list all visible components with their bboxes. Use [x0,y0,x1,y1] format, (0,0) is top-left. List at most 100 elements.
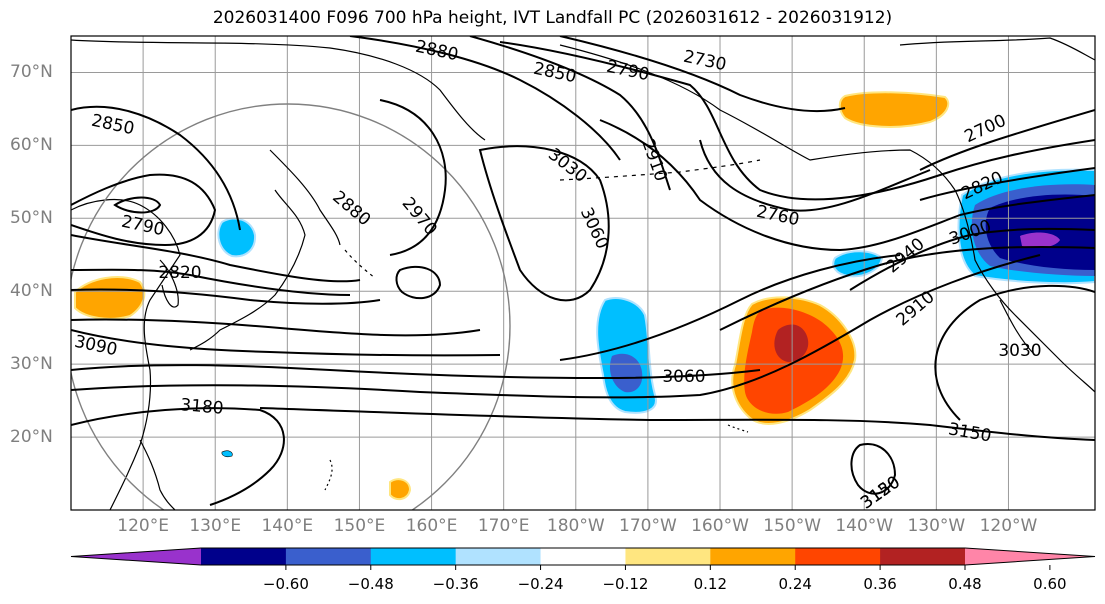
contour-3000 [71,245,1095,337]
contour-3090 [71,254,1041,399]
colorbar-extend-low [71,548,201,565]
colorbar-tick-label: −0.60 [262,575,309,593]
longitude-label: 140°W [835,516,894,536]
coast-east-asia [71,199,181,510]
longitude-label: 130°E [189,516,242,536]
latitude-label: 70°N [10,62,53,83]
coastline-layer [71,37,1095,510]
contour-2790b [113,196,162,214]
coast-kurils [344,249,376,279]
colorbar-segment [795,548,881,565]
shade-orange-small [389,478,412,501]
longitude-label: 160°E [405,516,458,536]
contour-2730 [559,36,846,113]
contour-2760 [699,139,931,212]
contour-3150b [259,407,1095,441]
colorbar [70,547,1096,570]
colorbar-segment [710,548,796,565]
contour-3180 [934,284,1095,421]
contour-2940 [71,227,1095,305]
coast-hawaii [727,424,749,433]
colorbar-tick-label: 0.36 [863,575,897,593]
contour-label: 3180 [179,395,224,419]
height-contours [71,36,1095,506]
colorbar-segment [370,548,457,565]
colorbar-tick-label: −0.48 [347,575,394,593]
contour-3030a [478,145,610,302]
contour-3120 [850,443,897,495]
contour-2910a [599,119,1095,252]
colorbar-segment [880,548,966,565]
latitude-label: 20°N [10,427,53,448]
shade-cyan-tiny [221,450,233,458]
contour-2820a [71,173,217,247]
contour-2910b [71,268,351,296]
shade-darkblue-west-coast [985,194,1095,270]
colorbar-segment [625,548,711,565]
coast-aleutians [559,159,761,181]
shade-cyan-mid-pacific [832,250,884,278]
coast-pacific-islands [324,459,333,491]
colorbar-outline [70,547,1096,566]
colorbar-tick-label: 0.24 [778,575,812,593]
shade-blue-subtropical [609,353,643,393]
colorbar-segment [540,548,626,565]
longitude-label: 170°E [477,516,530,536]
contour-2700 [919,109,1095,171]
longitude-label: 140°E [261,516,314,536]
contour-low-center [395,265,442,300]
latitude-label: 60°N [10,135,53,156]
shade-cyan-japan [217,217,257,258]
shade-orange-east-asia [74,276,146,320]
contour-2820b [919,167,1095,201]
coast-japan [189,189,306,351]
contour-2850a [71,105,241,231]
coast-philippines [139,439,176,510]
coast-kamchatka [269,149,341,246]
shading-layer [74,91,1095,501]
coast-north-america [954,189,1095,393]
contour-2790a [499,41,1095,201]
contour-3150a [71,407,285,506]
colorbar-segment [201,548,287,565]
latitude-label: 30°N [10,354,53,375]
coast-baja [999,299,1036,356]
shade-purple-west-coast [1020,232,1060,248]
contour-2880b [71,234,361,283]
contour-label: 3060 [662,367,705,387]
shade-orange-gulf-alaska [838,91,950,128]
contour-label: 3030 [998,341,1041,361]
contour-label: 2820 [158,263,201,283]
latitude-label: 50°N [10,208,53,229]
colorbar-tick-label: 0.12 [693,575,728,593]
longitude-label: 150°W [763,516,822,536]
longitude-label: 120°E [117,516,169,536]
coast-siberia [71,39,486,141]
contour-3060a [71,254,901,361]
colorbar-segment [285,548,372,565]
colorbar-tick-label: 0.48 [948,575,982,593]
latitude-label: 40°N [10,281,53,302]
colorbar-segment [455,548,542,565]
coast-korea [159,259,179,308]
longitude-label: 130°W [907,516,966,536]
colorbar-tick-label: 0.60 [1033,575,1067,593]
longitude-label: 150°E [333,516,386,536]
longitude-label: 170°W [619,516,677,536]
longitude-label: 180°W [546,516,605,536]
shade-darkred-central-pacific [774,324,809,362]
contour-2970 [379,99,447,256]
contour-3030b [71,364,761,380]
longitude-label: 160°W [691,516,749,536]
map-title: 2026031400 F096 700 hPa height, IVT Land… [212,8,893,28]
region-circle [71,103,511,510]
contour-2850b [469,36,671,191]
contour-2880a [349,36,621,161]
colorbar-tick-label: −0.12 [602,575,649,593]
coast-arctic-islands [899,37,1095,61]
colorbar-tick-label: −0.24 [517,575,564,593]
colorbar-tick-label: −0.36 [432,575,479,593]
longitude-label: 120°W [979,516,1038,536]
map-frame [70,35,1096,511]
